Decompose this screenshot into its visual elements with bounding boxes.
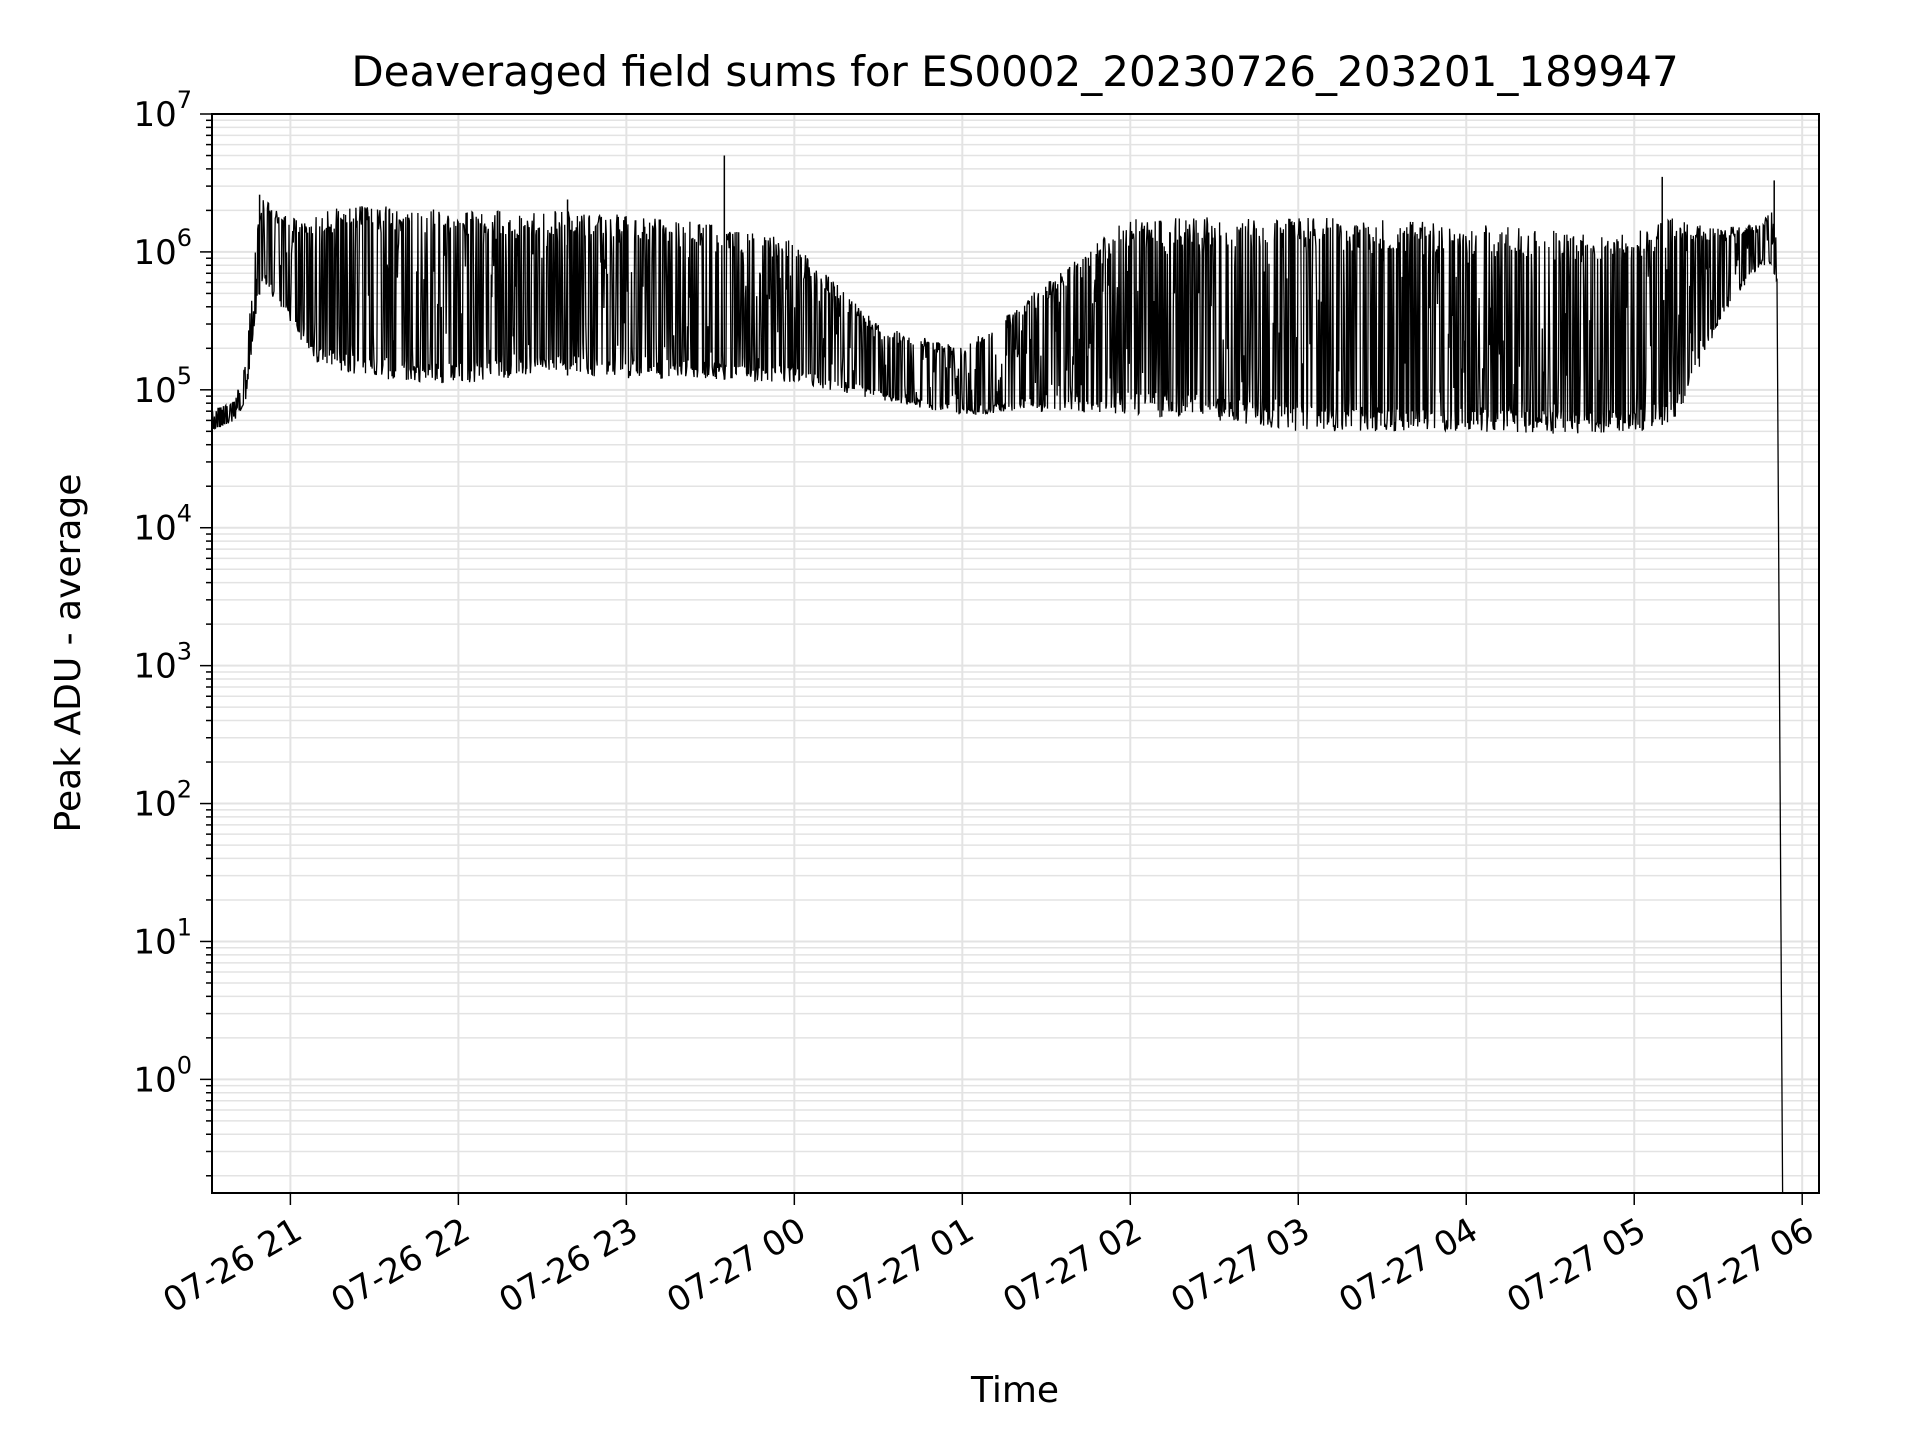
y-tick-label: 104 — [133, 500, 192, 549]
y-tick-label: 100 — [133, 1051, 192, 1100]
y-tick-label: 105 — [133, 362, 192, 411]
y-tick-label: 106 — [133, 224, 192, 273]
y-tick-label: 102 — [133, 776, 192, 825]
chart-title: Deaveraged field sums for ES0002_2023072… — [351, 47, 1678, 96]
y-tick-label: 101 — [133, 913, 192, 962]
y-tick-label: 107 — [133, 86, 192, 135]
plot-frame — [211, 113, 1820, 1194]
y-tick-label: 103 — [133, 638, 192, 687]
series-line — [211, 200, 1784, 1194]
y-axis-label: Peak ADU - average — [48, 474, 89, 833]
x-axis-label: Time — [970, 1370, 1059, 1411]
data-layer — [211, 155, 1784, 1194]
